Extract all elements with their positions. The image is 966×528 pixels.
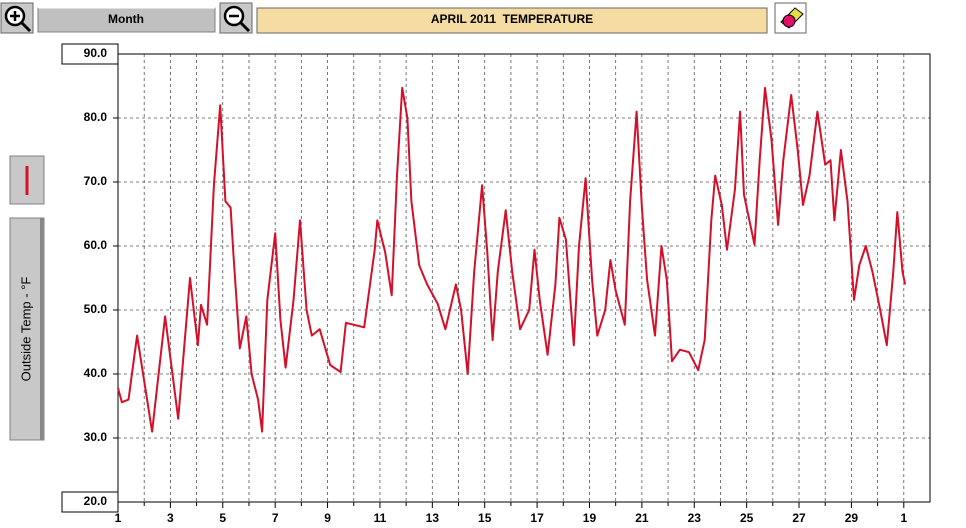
x-tick-label: 19 bbox=[583, 511, 597, 525]
x-tick-label: 1 bbox=[900, 511, 907, 525]
x-tick-label: 7 bbox=[272, 511, 279, 525]
x-tick-label: 11 bbox=[374, 511, 387, 525]
temperature-line bbox=[117, 86, 907, 433]
x-tick-label: 23 bbox=[688, 511, 702, 525]
x-tick-label: 5 bbox=[219, 511, 226, 525]
y-tick-label: 40.0 bbox=[84, 366, 108, 380]
x-tick-label: 21 bbox=[635, 511, 649, 525]
y-tick-label: 90.0 bbox=[84, 46, 108, 60]
x-tick-label: 3 bbox=[167, 511, 174, 525]
y-tick-label: 70.0 bbox=[84, 174, 108, 188]
title-box bbox=[256, 7, 768, 34]
zoom-in-button[interactable] bbox=[0, 2, 34, 34]
x-tick-label: 15 bbox=[478, 511, 492, 525]
x-tick-label: 27 bbox=[792, 511, 806, 525]
range-button-label: Month bbox=[108, 12, 144, 26]
x-tick-label: 9 bbox=[324, 511, 331, 525]
y-tick-label: 30.0 bbox=[84, 430, 108, 444]
y-axis-button[interactable]: Outside Temp - °F bbox=[9, 217, 45, 441]
y-tick-label: 60.0 bbox=[84, 238, 108, 252]
clear-button[interactable] bbox=[774, 2, 807, 34]
series-button[interactable] bbox=[9, 155, 45, 205]
plot-border bbox=[117, 53, 931, 503]
x-tick-label: 13 bbox=[426, 511, 440, 525]
x-tick-label: 17 bbox=[530, 511, 544, 525]
y-axis-label: Outside Temp - °F bbox=[18, 277, 33, 382]
y-tick-label: 50.0 bbox=[84, 302, 108, 316]
x-tick-label: 29 bbox=[845, 511, 859, 525]
range-button[interactable]: Month bbox=[37, 7, 216, 33]
x-tick-label: 25 bbox=[740, 511, 754, 525]
chart-title: APRIL 2011 TEMPERATURE bbox=[431, 12, 593, 26]
zoom-out-button[interactable] bbox=[219, 2, 253, 34]
x-tick-label: 1 bbox=[115, 511, 122, 525]
plot-area bbox=[117, 53, 931, 503]
y-tick-label: 80.0 bbox=[84, 110, 108, 124]
y-tick-label: 20.0 bbox=[84, 494, 108, 508]
